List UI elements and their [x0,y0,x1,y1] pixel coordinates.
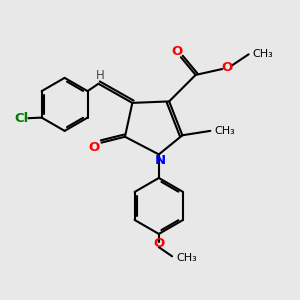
Text: O: O [88,141,100,154]
Text: O: O [221,61,232,74]
Text: O: O [153,236,164,250]
Text: H: H [96,69,104,82]
Text: Cl: Cl [14,112,28,125]
Text: CH₃: CH₃ [214,126,235,136]
Text: O: O [171,45,182,58]
Text: N: N [155,154,166,167]
Text: CH₃: CH₃ [176,253,197,263]
Text: CH₃: CH₃ [252,49,273,59]
